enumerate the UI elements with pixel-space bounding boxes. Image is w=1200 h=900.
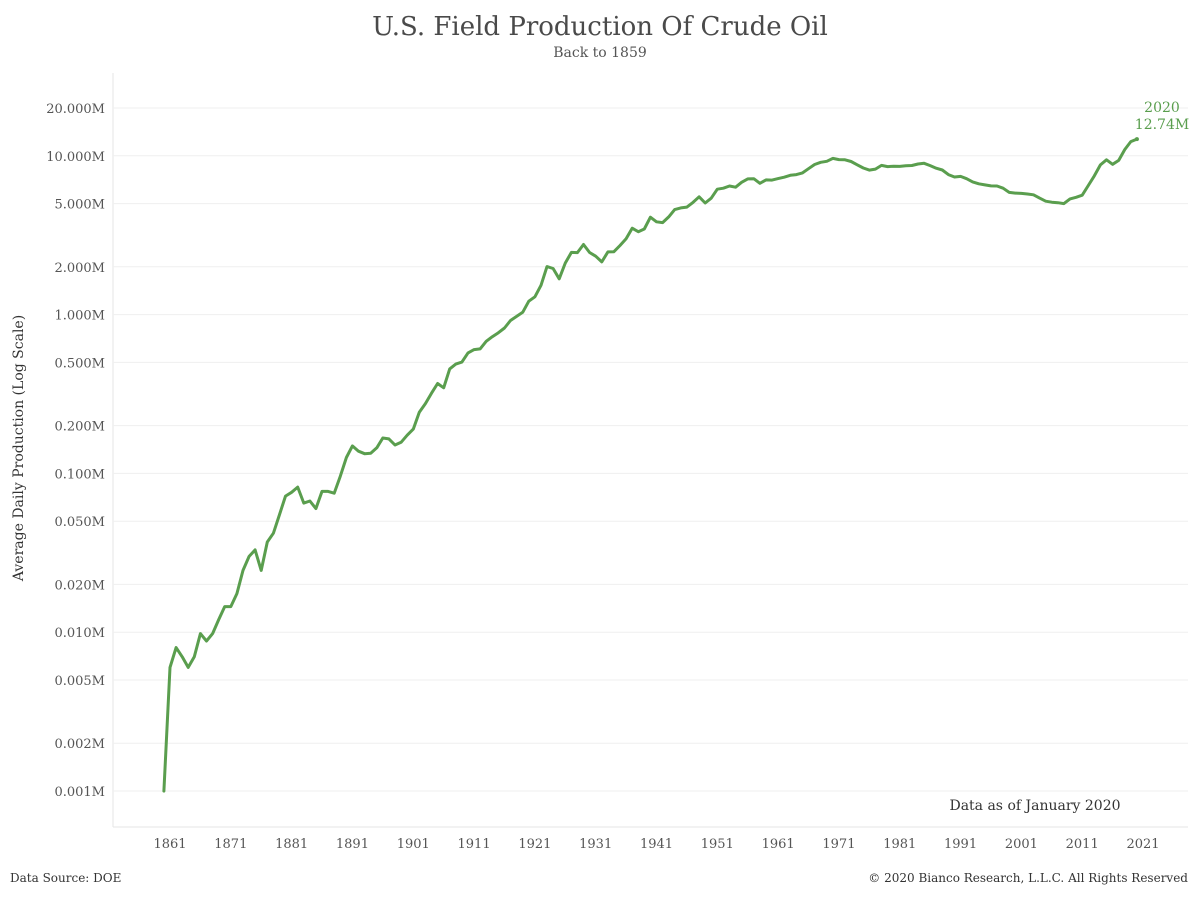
x-axis: 1861 1871 1881 1891 1901 1911 1921 1931 1941 1951…: [153, 837, 1159, 852]
x-tick-label: 1931: [579, 837, 612, 852]
chart-subtitle: Back to 1859: [553, 45, 647, 61]
x-tick-label: 1891: [336, 837, 369, 852]
end-label-year: 2020: [1144, 100, 1180, 116]
y-tick-label: 0.002M: [54, 737, 105, 752]
y-tick-label: 1.000M: [54, 309, 105, 324]
x-tick-label: 2021: [1126, 837, 1159, 852]
x-tick-label: 1901: [397, 837, 430, 852]
y-tick-label: 20.000M: [46, 102, 105, 117]
x-tick-label: 1911: [458, 837, 491, 852]
y-tick-label: 2.000M: [54, 261, 105, 276]
x-tick-label: 1871: [214, 837, 247, 852]
y-tick-label: 10.000M: [46, 150, 105, 165]
y-tick-label: 0.005M: [54, 674, 105, 689]
data-date-annotation: Data as of January 2020: [949, 798, 1120, 814]
y-tick-label: 0.100M: [54, 467, 105, 482]
y-tick-label: 0.010M: [54, 626, 105, 641]
x-tick-label: 1951: [701, 837, 734, 852]
y-axis-title: Average Daily Production (Log Scale): [11, 315, 27, 582]
x-tick-label: 1941: [640, 837, 673, 852]
x-tick-label: 1961: [762, 837, 795, 852]
grid-layer: [112, 73, 1188, 828]
production-series-line: [162, 137, 1139, 793]
copyright: © 2020 Bianco Research, L.L.C. All Right…: [868, 871, 1188, 885]
y-tick-label: 0.050M: [54, 515, 105, 530]
x-tick-label: 1981: [883, 837, 916, 852]
series-point-2020: [1134, 137, 1139, 142]
x-tick-label: 2011: [1066, 837, 1099, 852]
x-tick-label: 1861: [153, 837, 186, 852]
end-label-value: 12.74M: [1135, 117, 1189, 133]
y-tick-label: 0.001M: [54, 785, 105, 800]
y-tick-label: 5.000M: [54, 198, 105, 213]
y-tick-label: 0.200M: [54, 420, 105, 435]
x-tick-label: 1971: [822, 837, 855, 852]
x-tick-label: 1881: [275, 837, 308, 852]
y-tick-label: 0.020M: [54, 578, 105, 593]
line-layer: [162, 137, 1139, 793]
x-tick-label: 2001: [1005, 837, 1038, 852]
chart-title: U.S. Field Production Of Crude Oil: [372, 12, 828, 42]
data-source: Data Source: DOE: [10, 871, 122, 885]
x-tick-label: 1991: [944, 837, 977, 852]
x-tick-label: 1921: [518, 837, 551, 852]
y-tick-label: 0.500M: [54, 356, 105, 371]
y-axis: 0.001M 0.002M 0.005M 0.010M 0.020M 0.050M 0.10…: [46, 102, 105, 800]
